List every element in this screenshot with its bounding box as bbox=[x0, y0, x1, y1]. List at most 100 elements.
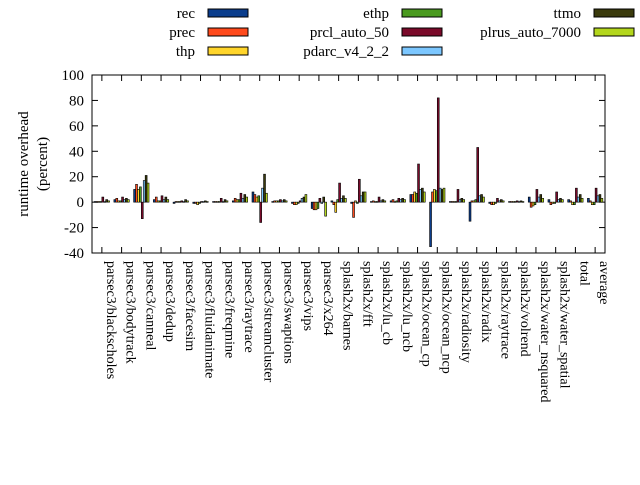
y-tick-label: 20 bbox=[69, 170, 84, 186]
y-tick-label: -40 bbox=[64, 246, 84, 262]
x-category-label: parsec3/facesim bbox=[182, 261, 197, 351]
legend-label: ethp bbox=[363, 6, 389, 22]
bar-prcl_auto_50 bbox=[417, 163, 420, 203]
bar-plrus_auto_7000 bbox=[561, 199, 564, 203]
bar-plrus_auto_7000 bbox=[344, 198, 347, 203]
bar-prcl_auto_50 bbox=[496, 198, 499, 203]
x-category-label: splash2x/water_nsquared bbox=[537, 261, 552, 403]
bar-plrus_auto_7000 bbox=[245, 196, 248, 203]
legend-swatch-pdarc_v4_2_2 bbox=[401, 46, 443, 56]
bar-pdarc_v4_2_2 bbox=[320, 201, 324, 204]
x-category-label: parsec3/bodytrack bbox=[123, 261, 138, 364]
bar-plrus_auto_7000 bbox=[521, 201, 525, 203]
x-category-label: parsec3/fluidanimate bbox=[202, 261, 217, 378]
bar-prcl_auto_50 bbox=[160, 195, 164, 203]
x-category-label: splash2x/lu_ncb bbox=[399, 261, 414, 352]
bar-prcl_auto_50 bbox=[141, 201, 144, 219]
bar-ethp bbox=[316, 201, 320, 209]
bar-plrus_auto_7000 bbox=[403, 199, 406, 203]
legend-swatch-plrus_auto_7000 bbox=[593, 27, 635, 37]
bar-prcl_auto_50 bbox=[377, 196, 381, 203]
x-category-label: parsec3/raytrace bbox=[241, 261, 256, 353]
x-category-label: total bbox=[576, 261, 591, 286]
bar-rec bbox=[527, 196, 531, 203]
y-tick-label: 100 bbox=[62, 68, 85, 84]
legend-swatch-prcl_auto_50 bbox=[401, 27, 443, 37]
bar-rec bbox=[429, 201, 432, 247]
bar-ttmo bbox=[263, 173, 266, 203]
x-category-label: splash2x/volrend bbox=[517, 261, 532, 357]
legend: rec prec thp ethp prcl_auto_50 pdarc_v4_2_2 tt… bbox=[169, 6, 635, 60]
bar-plrus_auto_7000 bbox=[462, 199, 466, 203]
bar-plrus_auto_7000 bbox=[265, 192, 268, 203]
x-category-label: splash2x/lu_cb bbox=[379, 261, 394, 345]
y-tick-label: 0 bbox=[77, 195, 85, 211]
bar-plrus_auto_7000 bbox=[304, 194, 308, 203]
bar-thp bbox=[334, 201, 338, 213]
y-tick-label: 40 bbox=[69, 144, 84, 160]
bar-ethp bbox=[553, 201, 556, 204]
bar-prec bbox=[154, 196, 158, 203]
bar-rec bbox=[468, 201, 472, 222]
x-category-label: splash2x/water_spatial bbox=[557, 261, 572, 389]
bar-ethp bbox=[139, 186, 142, 203]
legend-swatch-ethp bbox=[401, 8, 443, 18]
bar-rec bbox=[547, 199, 551, 203]
x-category-label: average bbox=[596, 261, 611, 305]
x-category-label: parsec3/x264 bbox=[320, 261, 335, 336]
x-category-label: splash2x/radiosity bbox=[458, 261, 473, 363]
x-category-label: parsec3/swaptions bbox=[280, 261, 295, 364]
bar-prcl_auto_50 bbox=[555, 191, 558, 203]
x-category-label: parsec3/freqmine bbox=[221, 261, 236, 358]
x-category-label: splash2x/barnes bbox=[340, 261, 355, 350]
bar-plrus_auto_7000 bbox=[186, 200, 189, 203]
axes: -40 -20 0 20 40 60 80 100 runtime overhead (perce… bbox=[16, 68, 606, 262]
bar-ethp bbox=[257, 195, 261, 203]
bar-prec bbox=[391, 199, 395, 203]
bar-rec bbox=[172, 201, 176, 204]
bar-prcl_auto_50 bbox=[575, 187, 578, 203]
x-category-label: splash2x/fft bbox=[359, 261, 374, 327]
y-tick-label: 60 bbox=[69, 119, 84, 135]
bar-prcl_auto_50 bbox=[436, 97, 440, 203]
bar-ethp bbox=[494, 201, 497, 204]
bar-prec bbox=[589, 200, 592, 203]
bar-prcl_auto_50 bbox=[535, 189, 539, 203]
x-category-label: splash2x/ocean_cp bbox=[419, 261, 434, 367]
bar-ethp bbox=[592, 201, 596, 205]
bar-prcl_auto_50 bbox=[456, 189, 460, 203]
x-category-label: splash2x/raytrace bbox=[497, 261, 512, 359]
bar-plrus_auto_7000 bbox=[580, 198, 584, 203]
bar-ethp bbox=[533, 201, 537, 205]
bar-prcl_auto_50 bbox=[219, 198, 223, 203]
bar-plrus_auto_7000 bbox=[166, 199, 170, 203]
bar-prec bbox=[115, 198, 119, 203]
bars bbox=[93, 97, 604, 247]
bar-plrus_auto_7000 bbox=[225, 200, 229, 203]
bar-prcl_auto_50 bbox=[476, 147, 479, 203]
bar-prec bbox=[569, 200, 572, 203]
x-category-label: parsec3/blackscholes bbox=[103, 261, 118, 379]
bar-plrus_auto_7000 bbox=[482, 196, 485, 203]
x-category-label: parsec3/dedup bbox=[162, 261, 177, 342]
legend-label: plrus_auto_7000 bbox=[480, 25, 581, 41]
bar-prcl_auto_50 bbox=[358, 178, 361, 203]
bar-plrus_auto_7000 bbox=[205, 201, 209, 203]
bar-plrus_auto_7000 bbox=[600, 198, 604, 203]
bar-ethp bbox=[573, 201, 576, 205]
bar-ethp bbox=[356, 201, 359, 204]
bar-ttmo bbox=[322, 196, 325, 203]
x-category-label: parsec3/canneal bbox=[142, 261, 157, 350]
x-category-label: parsec3/streamcluster bbox=[261, 261, 276, 383]
y-axis-label-line: runtime overhead bbox=[16, 111, 32, 217]
bar-ethp bbox=[198, 201, 201, 204]
category-labels: parsec3/blackscholes parsec3/bodytrack par… bbox=[103, 261, 611, 403]
plot-frame bbox=[91, 74, 606, 254]
bar-plrus_auto_7000 bbox=[284, 200, 288, 203]
bar-plrus_auto_7000 bbox=[541, 198, 544, 203]
x-category-label: parsec3/vips bbox=[300, 261, 315, 331]
bar-rec bbox=[330, 200, 334, 203]
bar-prcl_auto_50 bbox=[338, 182, 341, 203]
